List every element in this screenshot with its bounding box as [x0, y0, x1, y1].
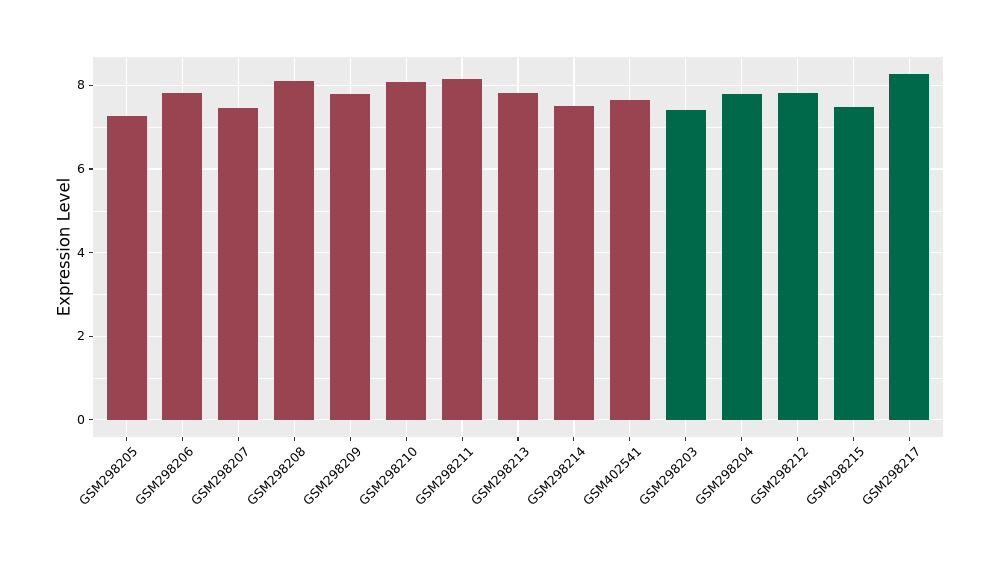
x-tick-label: GSM298215	[803, 443, 868, 509]
x-tick-mark	[405, 437, 407, 441]
bar-GSM298210	[386, 82, 427, 420]
y-tick-mark	[89, 335, 93, 337]
bar-GSM298207	[218, 108, 259, 420]
x-tick-mark	[852, 437, 855, 441]
bar-GSM298214	[553, 106, 594, 420]
x-tick-label: GSM298210	[355, 443, 421, 509]
x-tick-label: GSM298209	[300, 443, 365, 509]
x-tick-mark	[461, 437, 463, 441]
x-tick-mark	[741, 437, 743, 441]
y-tick-mark	[89, 84, 93, 86]
bar-GSM298217	[889, 74, 930, 420]
x-tick-label: GSM298213	[467, 443, 533, 509]
plot-panel	[93, 57, 943, 437]
x-tick-mark	[685, 437, 687, 441]
x-tick-mark	[349, 437, 351, 441]
x-tick-mark	[629, 437, 631, 441]
bar-GSM298205	[106, 115, 147, 420]
x-tick-label: GSM298206	[132, 443, 197, 509]
bar-GSM298203	[665, 110, 706, 420]
y-tick-label: 4	[77, 244, 85, 260]
x-tick-label: GSM298214	[523, 443, 589, 509]
bar-GSM298213	[498, 92, 538, 420]
bar-GSM298215	[833, 107, 874, 420]
bar-GSM298204	[721, 94, 762, 420]
bar-GSM298212	[777, 92, 818, 420]
x-tick-label: GSM298208	[244, 443, 309, 509]
y-tick-mark	[89, 168, 93, 170]
x-tick-label: GSM298204	[691, 443, 756, 509]
x-tick-label: GSM298205	[76, 443, 141, 509]
x-tick-label: GSM298211	[411, 443, 477, 509]
x-tick-mark	[908, 437, 910, 441]
bar-GSM298209	[330, 93, 371, 420]
bar-GSM298211	[442, 79, 483, 420]
x-tick-mark	[181, 437, 184, 441]
x-tick-label: GSM298217	[859, 443, 924, 509]
y-tick-label: 0	[77, 411, 85, 427]
y-tick-label: 6	[77, 161, 85, 177]
x-tick-label: GSM298212	[747, 443, 812, 509]
x-tick-label: GSM402541	[579, 443, 645, 509]
y-tick-mark	[89, 252, 93, 254]
x-tick-mark	[237, 437, 239, 441]
x-tick-mark	[517, 437, 519, 441]
y-tick-label: 8	[77, 77, 85, 93]
bar-GSM402541	[609, 99, 650, 420]
x-tick-label: GSM298203	[635, 443, 700, 509]
x-tick-mark	[293, 437, 295, 441]
x-tick-label: GSM298207	[188, 443, 253, 509]
y-tick-mark	[89, 419, 93, 421]
y-tick-label: 2	[77, 328, 85, 344]
bar-GSM298208	[274, 81, 315, 420]
x-tick-mark	[126, 437, 128, 441]
x-tick-mark	[797, 437, 799, 441]
x-tick-mark	[573, 437, 575, 441]
bar-GSM298206	[162, 92, 203, 420]
